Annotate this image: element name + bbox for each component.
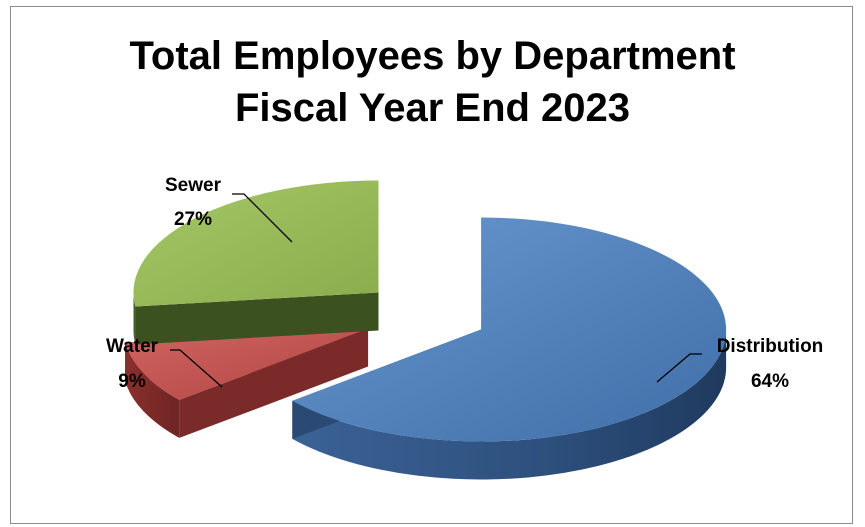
chart-title: Total Employees by Department	[129, 34, 736, 78]
label-distribution-value: 64%	[751, 371, 789, 392]
label-sewer-value: 27%	[174, 209, 212, 230]
chart-subtitle: Fiscal Year End 2023	[234, 86, 631, 130]
slice-sewer-side	[133, 292, 136, 345]
chart-title-block: Total Employees by Department Fiscal Yea…	[0, 30, 865, 134]
leader-line-distribution	[656, 353, 702, 383]
label-water-name: Water	[106, 336, 159, 357]
slice-water-top	[125, 328, 369, 400]
label-distribution-name: Distribution	[717, 336, 824, 357]
leader-line-water	[170, 349, 223, 388]
slice-distribution-top	[292, 217, 727, 442]
label-water-value: 9%	[118, 371, 146, 392]
slice-sewer	[133, 180, 379, 345]
slice-sewer-top	[133, 180, 379, 307]
label-sewer-name: Sewer	[165, 175, 222, 196]
slice-distribution	[292, 217, 727, 480]
slice-water-side	[125, 342, 180, 438]
leader-line-sewer	[232, 193, 293, 243]
slice-distribution-side	[292, 329, 727, 480]
slice-sewer-wall	[135, 180, 379, 345]
